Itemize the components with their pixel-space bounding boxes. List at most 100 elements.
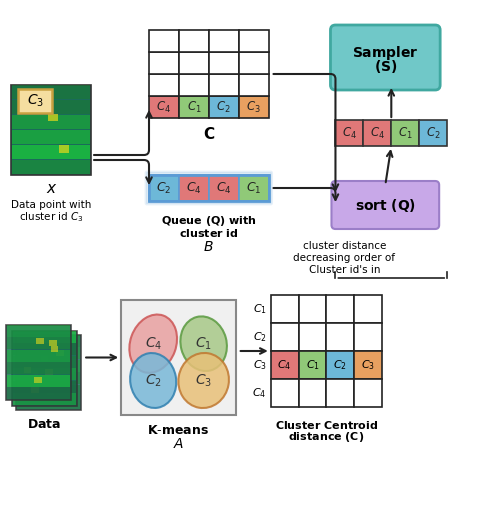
Bar xyxy=(239,30,269,52)
Bar xyxy=(49,340,57,345)
FancyBboxPatch shape xyxy=(16,335,81,410)
Text: $\mathbf{Sampler}$: $\mathbf{Sampler}$ xyxy=(352,43,418,61)
Bar xyxy=(17,385,80,397)
Text: $C_{4}$: $C_{4}$ xyxy=(145,335,162,352)
FancyBboxPatch shape xyxy=(121,300,236,415)
Text: Data point with: Data point with xyxy=(11,200,91,210)
Bar xyxy=(239,74,269,96)
FancyBboxPatch shape xyxy=(146,172,272,204)
Text: $C_{4}$: $C_{4}$ xyxy=(216,180,232,195)
Bar xyxy=(17,360,80,372)
Text: $C_3$: $C_3$ xyxy=(27,93,44,109)
Text: cluster id $C_3$: cluster id $C_3$ xyxy=(19,210,83,224)
Text: $C_{2}$: $C_{2}$ xyxy=(216,100,231,115)
Bar xyxy=(12,85,90,99)
Bar xyxy=(364,120,391,146)
Text: $C_{4}$: $C_{4}$ xyxy=(252,386,267,400)
Bar xyxy=(12,115,90,129)
Text: $\mathbf{cluster\ id}$: $\mathbf{cluster\ id}$ xyxy=(179,227,239,239)
Ellipse shape xyxy=(178,353,229,408)
Bar xyxy=(12,100,90,114)
Bar xyxy=(13,368,76,380)
FancyBboxPatch shape xyxy=(12,331,77,406)
Text: $C_{4}$: $C_{4}$ xyxy=(278,358,292,372)
Text: $C_{1}$: $C_{1}$ xyxy=(246,180,261,195)
Bar xyxy=(354,379,382,407)
Bar xyxy=(179,96,209,118)
Bar xyxy=(31,369,39,376)
Bar xyxy=(45,369,53,375)
Bar xyxy=(59,146,69,152)
Text: $A$: $A$ xyxy=(173,437,184,451)
Bar xyxy=(391,120,419,146)
Bar xyxy=(327,323,354,351)
Bar xyxy=(327,379,354,407)
Text: $\mathbf{C}$: $\mathbf{C}$ xyxy=(203,126,215,142)
Bar xyxy=(13,356,76,367)
Bar xyxy=(419,120,447,146)
Bar xyxy=(12,130,90,144)
Text: $C_{3}$: $C_{3}$ xyxy=(361,358,375,372)
Bar xyxy=(7,337,70,349)
Bar xyxy=(209,74,239,96)
Text: $C_{1}$: $C_{1}$ xyxy=(305,358,320,372)
Bar xyxy=(17,335,80,346)
Bar xyxy=(31,387,39,394)
Bar xyxy=(17,347,80,359)
Bar xyxy=(12,160,90,174)
FancyBboxPatch shape xyxy=(330,25,440,90)
Text: $C_{2}$: $C_{2}$ xyxy=(253,330,267,344)
Bar xyxy=(149,52,179,74)
Text: $C_{4}$: $C_{4}$ xyxy=(157,100,171,115)
Text: $C_{3}$: $C_{3}$ xyxy=(252,358,267,372)
Bar xyxy=(22,104,32,112)
Text: $\mathbf{distance\ (C)}$: $\mathbf{distance\ (C)}$ xyxy=(288,430,365,444)
FancyBboxPatch shape xyxy=(331,181,439,229)
Bar xyxy=(36,338,44,344)
Ellipse shape xyxy=(130,353,176,408)
Text: $x$: $x$ xyxy=(45,182,57,196)
Bar xyxy=(239,52,269,74)
Bar xyxy=(271,323,298,351)
Bar xyxy=(179,175,209,201)
Ellipse shape xyxy=(129,314,177,373)
Bar xyxy=(7,363,70,374)
Bar xyxy=(12,145,90,159)
Text: $C_{2}$: $C_{2}$ xyxy=(145,372,162,389)
Bar xyxy=(149,74,179,96)
Bar xyxy=(239,175,269,201)
Bar xyxy=(34,377,42,383)
FancyBboxPatch shape xyxy=(6,325,71,400)
Text: $\mathbf{K\text{-}means}$: $\mathbf{K\text{-}means}$ xyxy=(148,424,209,438)
Text: $C_{1}$: $C_{1}$ xyxy=(187,100,201,115)
Text: $B$: $B$ xyxy=(204,240,214,254)
Bar xyxy=(179,74,209,96)
Bar xyxy=(298,323,327,351)
Text: $C_{4}$: $C_{4}$ xyxy=(370,125,385,140)
Text: cluster distance: cluster distance xyxy=(303,241,386,251)
Bar xyxy=(209,96,239,118)
Text: Cluster id's in: Cluster id's in xyxy=(309,265,380,275)
Bar xyxy=(327,295,354,323)
Text: $C_{2}$: $C_{2}$ xyxy=(156,180,171,195)
Bar xyxy=(17,373,80,384)
Bar xyxy=(7,375,70,387)
Text: decreasing order of: decreasing order of xyxy=(293,253,395,263)
Bar xyxy=(13,394,76,405)
Text: $\mathbf{Cluster\ Centroid}$: $\mathbf{Cluster\ Centroid}$ xyxy=(275,419,378,431)
Bar xyxy=(13,343,76,355)
Bar xyxy=(298,351,327,379)
Bar xyxy=(41,355,48,361)
Bar xyxy=(354,323,382,351)
Bar xyxy=(271,379,298,407)
Bar xyxy=(298,295,327,323)
Text: $\mathbf{sort\ (Q)}$: $\mathbf{sort\ (Q)}$ xyxy=(355,196,416,213)
Text: $C_{4}$: $C_{4}$ xyxy=(186,180,202,195)
Text: $C_{1}$: $C_{1}$ xyxy=(252,302,267,316)
Bar xyxy=(335,120,364,146)
Text: $C_{3}$: $C_{3}$ xyxy=(247,100,261,115)
FancyBboxPatch shape xyxy=(11,85,91,175)
Bar xyxy=(271,295,298,323)
Bar xyxy=(7,325,70,336)
Bar xyxy=(271,351,298,379)
